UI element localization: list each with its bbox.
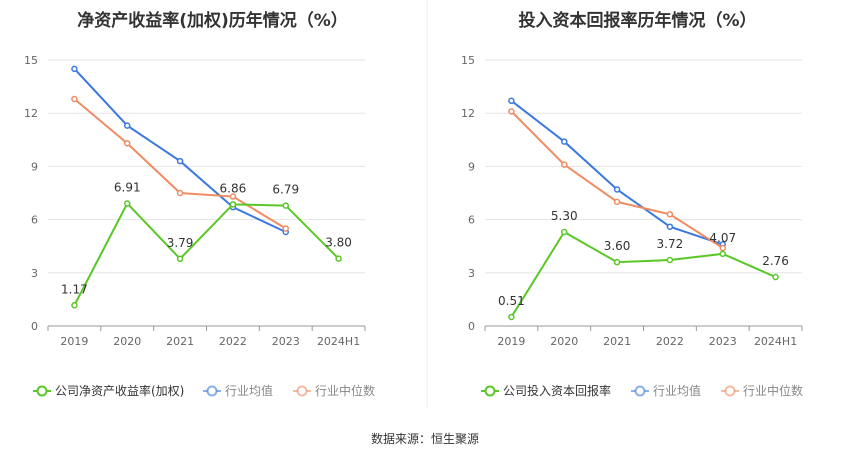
chart1-y-tick-label: 9 [31,160,38,173]
chart1-point-2 [282,225,289,232]
chart1-data-label: 6.79 [272,183,299,197]
chart2-point-2 [666,211,674,218]
chart1-point-1 [176,157,184,165]
chart2-series-line-1 [510,99,724,246]
chart1-data-label: 3.80 [325,236,352,250]
chart2-legend-label: 行业均值 [653,383,701,398]
chart2-point-0 [613,258,621,266]
chart1-point-0 [71,302,78,309]
chart2-legend-label: 公司投入资本回报率 [503,383,611,398]
chart1-x-tick-label: 2022 [219,335,247,348]
chart1-data-label: 3.79 [167,236,194,250]
chart2-y-tick-label: 9 [468,160,475,173]
chart2-legend-marker [634,385,646,397]
chart2-legend-marker [484,385,496,397]
chart2-point-1 [561,138,568,145]
chart2-legend-marker [724,385,736,397]
chart2-y-tick-label: 6 [468,214,475,227]
chart2-point-2 [613,198,621,206]
chart1-point-0 [335,255,342,262]
chart1-data-label: 6.91 [114,180,141,194]
chart2-x-tick-label: 2021 [603,335,631,348]
chart2-y-tick-label: 0 [468,320,475,333]
chart2-point-0 [561,228,568,236]
chart2-series-line-0 [510,230,776,318]
chart1-x-tick-label: 2019 [60,335,88,348]
chart1-legend-label: 行业均值 [225,383,273,398]
chart1-x-tick-label: 2023 [272,335,300,348]
chart1-x-tick-label: 2020 [113,335,141,348]
chart1-y-tick-label: 0 [31,320,38,333]
chart2-x-tick-label: 2024H1 [754,335,797,348]
chart1-x-tick-label: 2021 [166,335,194,348]
chart1-y-tick-label: 6 [31,214,38,227]
chart1-point-2 [176,189,184,197]
chart1-y-tick-label: 15 [24,54,38,67]
chart2-data-label: 5.30 [551,209,578,223]
chart2-x-tick-label: 2022 [656,335,684,348]
chart1-y-tick-label: 3 [31,267,38,280]
chart1-point-1 [124,122,131,129]
chart-title-roe: 净资产收益率(加权)历年情况（%） [77,11,348,31]
chart2-x-tick-label: 2023 [709,335,737,348]
chart2-x-tick-label: 2019 [497,335,525,348]
chart2-point-0 [508,313,515,321]
chart2-data-label: 0.51 [498,294,525,308]
chart1-legend-marker [296,385,308,397]
chart2-y-tick-label: 3 [468,267,475,280]
chart2-point-1 [613,186,621,193]
chart1-series-line-1 [73,68,287,233]
chart1-x-tick-label: 2024H1 [317,335,360,348]
chart2-legend-label: 行业中位数 [743,383,803,398]
chart2-data-label: 4.07 [709,231,736,245]
chart2-point-0 [772,273,779,281]
chart1-legend-label: 行业中位数 [315,383,375,398]
chart1-legend-marker [36,385,48,397]
chart2-data-label: 3.72 [657,237,684,251]
chart2-point-1 [508,97,515,105]
chart1-data-label: 1.17 [61,282,88,296]
chart1-point-2 [229,193,237,200]
chart2-y-tick-label: 12 [461,107,475,120]
chart1-point-1 [71,65,78,73]
chart2-point-1 [666,223,674,230]
chart1-point-0 [229,201,237,208]
chart1-series-line-0 [73,201,340,306]
chart2-y-tick-label: 15 [461,54,475,67]
chart-title-roic: 投入资本回报率历年情况（%） [518,11,757,31]
chart1-point-2 [124,140,131,147]
chart2-point-2 [719,244,726,252]
data-source: 数据来源：恒生聚源 [370,432,479,446]
chart1-point-0 [282,202,289,209]
chart2-point-0 [666,256,674,264]
chart1-point-2 [71,95,78,103]
chart1-legend-marker [206,385,218,397]
chart1-point-0 [124,200,131,207]
chart2-series-line-2 [510,110,724,249]
chart2-data-label: 2.76 [762,254,789,268]
chart2-point-2 [508,108,515,115]
chart1-point-0 [176,255,184,263]
chart2-point-2 [561,161,568,168]
chart2-point-0 [719,250,726,258]
chart2-x-tick-label: 2020 [550,335,578,348]
chart1-y-tick-label: 12 [24,107,38,120]
chart2-data-label: 3.60 [604,239,631,253]
chart1-legend-label: 公司净资产收益率(加权) [55,383,184,398]
chart1-data-label: 6.86 [220,181,247,195]
